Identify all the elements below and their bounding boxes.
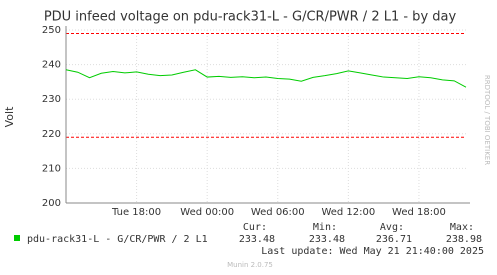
legend-swatch: [14, 235, 20, 241]
last-update: Last update: Wed May 21 21:40:00 2025: [261, 246, 484, 257]
x-tick-label: Wed 12:00: [321, 207, 375, 218]
legend-header: Cur:: [243, 222, 267, 233]
legend-header: Max:: [450, 222, 474, 233]
legend-stat: 233.48: [239, 234, 275, 245]
x-tick-label: Wed 06:00: [251, 207, 305, 218]
chart-title: PDU infeed voltage on pdu-rack31-L - G/C…: [44, 10, 457, 25]
x-tick-label: Wed 00:00: [180, 207, 234, 218]
y-axis-label: Volt: [3, 106, 16, 127]
footer: Munin 2.0.75: [227, 261, 273, 269]
legend-header: Avg:: [380, 222, 404, 233]
x-tick-label: Tue 18:00: [111, 207, 161, 218]
y-tick-label: 250: [42, 25, 61, 36]
y-tick-label: 200: [42, 198, 61, 209]
y-tick-label: 230: [42, 94, 61, 105]
legend-stat: 238.98: [446, 234, 482, 245]
y-tick-label: 220: [42, 129, 61, 140]
legend-label: pdu-rack31-L - G/CR/PWR / 2 L1: [27, 234, 208, 245]
x-tick-label: Wed 18:00: [392, 207, 446, 218]
legend-stat: 236.71: [376, 234, 412, 245]
data-line: [65, 69, 467, 88]
side-text: RRDTOOL / TOBI OETIKER: [483, 75, 491, 165]
legend-stat: 233.48: [309, 234, 345, 245]
legend-header: Min:: [313, 222, 337, 233]
y-tick-label: 210: [42, 163, 61, 174]
y-tick-label: 240: [42, 60, 61, 71]
